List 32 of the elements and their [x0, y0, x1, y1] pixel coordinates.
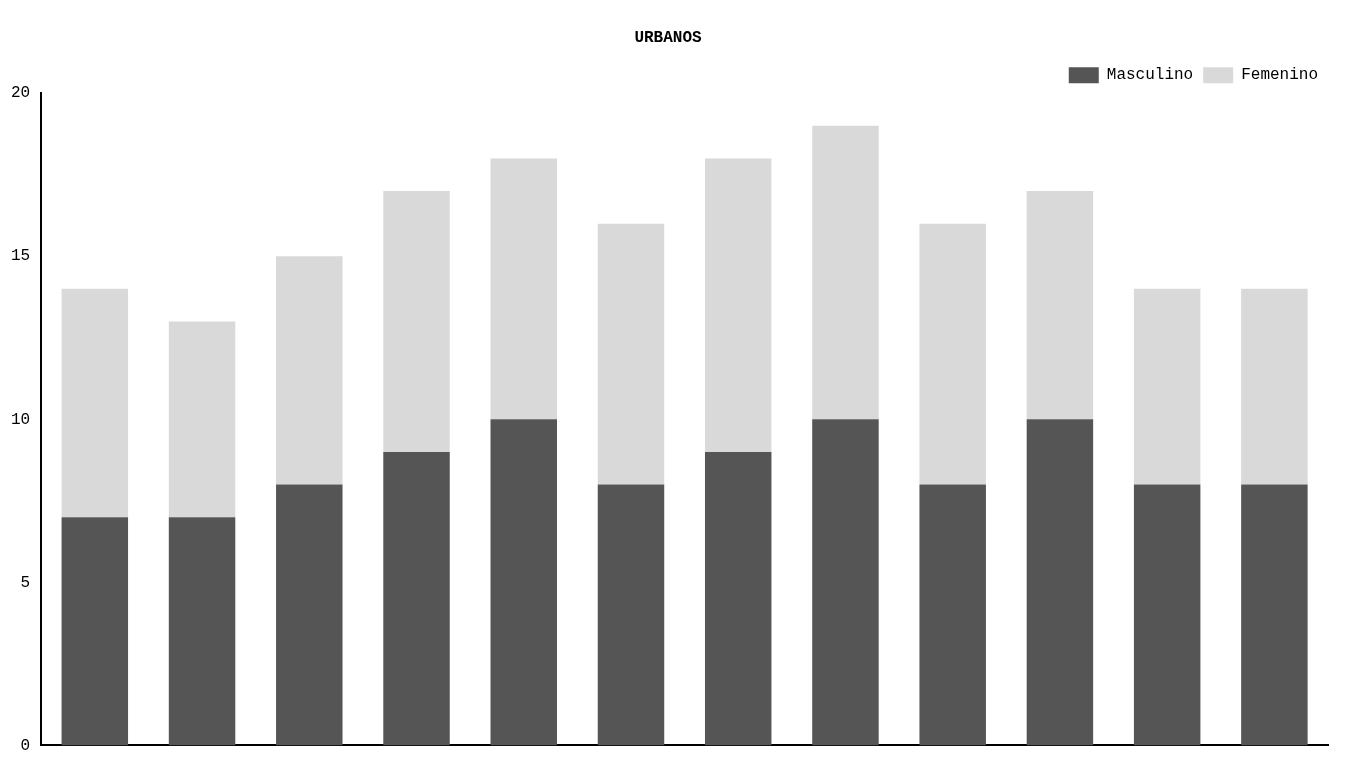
chart-title: URBANOS: [634, 28, 702, 47]
bar: [276, 484, 343, 746]
bar: [704, 451, 772, 746]
bar: [1241, 288, 1308, 485]
bar: [61, 288, 129, 518]
y-tick-label: 5: [20, 573, 31, 592]
bar: [168, 517, 236, 746]
bar: [919, 484, 986, 746]
bar: [276, 256, 343, 485]
bar: [919, 223, 986, 485]
bar: [1026, 419, 1094, 746]
legend-label: Masculino: [1106, 66, 1194, 85]
bar: [597, 484, 665, 746]
bar: [490, 158, 557, 420]
bar: [490, 419, 557, 746]
bar: [597, 223, 665, 485]
bar: [1133, 484, 1201, 746]
y-tick-label: 10: [11, 410, 31, 429]
legend-label: Femenino: [1241, 66, 1318, 85]
y-tick-label: 15: [11, 247, 31, 266]
y-tick-label: 20: [11, 84, 31, 103]
bar: [1241, 484, 1308, 746]
bar: [383, 451, 450, 746]
bar: [812, 419, 879, 746]
bar: [168, 321, 236, 518]
bar: [1133, 288, 1201, 485]
bar: [704, 158, 772, 452]
bar: [383, 191, 450, 452]
bar: [1026, 191, 1094, 420]
bar: [812, 125, 879, 420]
bar: [61, 517, 129, 746]
y-tick-label: 0: [20, 736, 31, 755]
